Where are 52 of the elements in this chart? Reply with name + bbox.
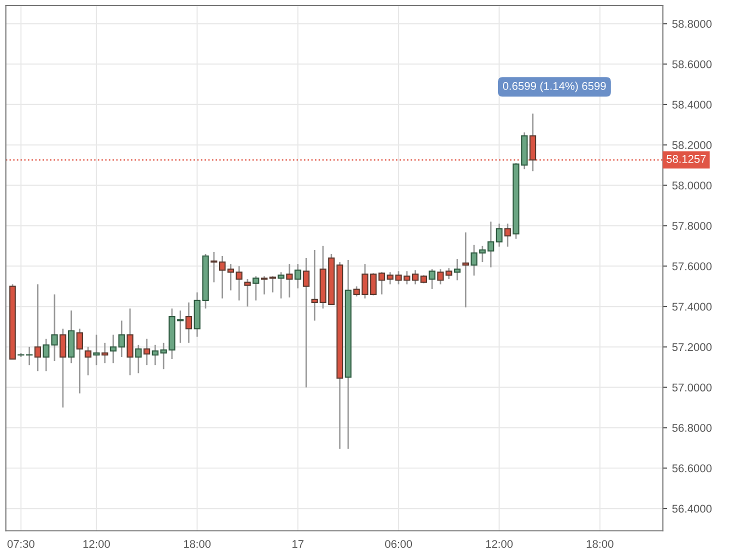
x-tick-label: 12:00 <box>486 540 513 548</box>
candlestick <box>84 346 92 376</box>
y-tick-label: 56.6000 <box>672 464 712 472</box>
candlestick <box>76 328 84 394</box>
x-tick-label: 18:00 <box>586 540 614 548</box>
y-tick-label: 57.0000 <box>672 384 712 392</box>
x-tick-label: 06:00 <box>385 540 412 548</box>
candlestick <box>278 271 284 300</box>
candlestick <box>110 334 117 364</box>
candlestick <box>302 257 310 388</box>
candlestick <box>227 263 234 292</box>
y-tick-label: 58.0000 <box>672 182 712 190</box>
candlestick <box>260 276 268 296</box>
candlestick <box>135 344 142 374</box>
candlestick <box>462 232 469 308</box>
y-tick-label: 56.8000 <box>672 424 712 432</box>
candlestick <box>185 302 192 344</box>
candlestick <box>412 269 419 285</box>
candlestick <box>126 308 134 376</box>
ref-line-label: 58.1257 <box>666 155 706 163</box>
candlestick <box>252 276 260 302</box>
candlestick <box>286 263 293 298</box>
x-tick-label: 18:00 <box>184 540 211 548</box>
y-tick-label: 58.2000 <box>672 141 712 150</box>
y-tick-label: 58.8000 <box>672 20 712 28</box>
annotation: 0.6599 (1.14%) 6599 <box>502 82 606 92</box>
y-tick-label: 56.4000 <box>672 504 712 513</box>
candlestick <box>93 334 100 366</box>
candlestick <box>118 320 125 358</box>
y-tick-label: 57.4000 <box>672 302 712 311</box>
y-tick-label: 58.4000 <box>672 100 712 109</box>
x-tick-label: 07:30 <box>7 540 34 548</box>
candlestick <box>294 263 302 290</box>
y-tick-label: 58.6000 <box>672 60 712 68</box>
candlestick <box>143 338 150 366</box>
y-tick-label: 57.6000 <box>672 262 712 270</box>
x-tick-label: 12:00 <box>83 540 110 548</box>
x-tick-label: 17 <box>292 540 304 548</box>
candlestick <box>34 284 42 372</box>
candlestick <box>269 276 276 294</box>
candlestick <box>60 328 66 408</box>
candlestick <box>152 344 159 366</box>
candlestick <box>102 342 108 364</box>
candlestick <box>496 222 503 248</box>
candlestick <box>378 271 386 296</box>
candlestick <box>454 258 461 281</box>
candlestick <box>244 278 251 308</box>
candlestick <box>428 268 436 290</box>
y-tick-label: 57.8000 <box>672 222 712 230</box>
y-tick-label: 57.2000 <box>672 343 712 352</box>
candlestick <box>504 222 511 248</box>
candlestick <box>236 265 242 302</box>
